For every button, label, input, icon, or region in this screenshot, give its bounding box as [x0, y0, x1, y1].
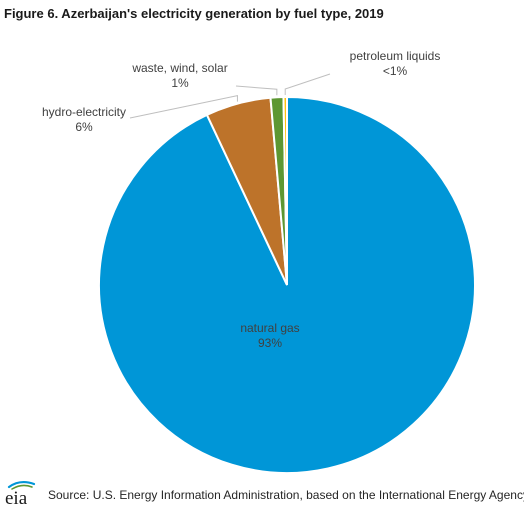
pie-slices — [98, 95, 476, 474]
eia-logo-text: eia — [5, 488, 28, 508]
chart-footer: eia Source: U.S. Energy Information Admi… — [4, 478, 524, 508]
slice-labels: natural gas93%hydro-electricity6%waste, … — [42, 49, 440, 350]
label-value-hydro-electricity: 6% — [75, 120, 93, 134]
leader-line-hydro-electricity — [129, 94, 238, 119]
chart-title: Figure 6. Azerbaijan's electricity gener… — [4, 6, 384, 21]
leader-line-waste-wind-solar — [235, 85, 278, 96]
label-petroleum-liquids: petroleum liquids<1% — [350, 49, 441, 78]
label-value-waste-wind-solar: 1% — [171, 76, 189, 90]
pie-slice-petroleum-liquids — [282, 95, 288, 286]
leader-line-petroleum-liquids — [284, 73, 331, 96]
label-value-petroleum-liquids: <1% — [383, 64, 408, 78]
pie-chart: natural gas93%hydro-electricity6%waste, … — [42, 49, 476, 474]
label-value-natural-gas: 93% — [258, 336, 282, 350]
label-name-waste-wind-solar: waste, wind, solar — [131, 61, 227, 75]
label-name-hydro-electricity: hydro-electricity — [42, 105, 126, 119]
label-name-natural-gas: natural gas — [240, 321, 299, 335]
source-note: Source: U.S. Energy Information Administ… — [48, 488, 524, 502]
leader-lines — [129, 73, 331, 119]
eia-logo: eia — [5, 480, 36, 508]
label-name-petroleum-liquids: petroleum liquids — [350, 49, 441, 63]
